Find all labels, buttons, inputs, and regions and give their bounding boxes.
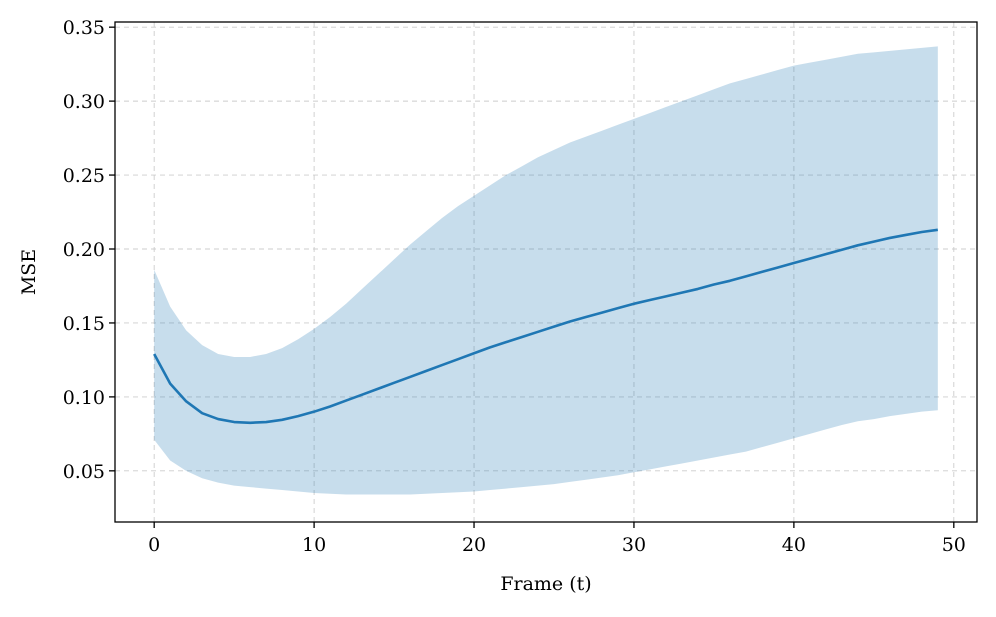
mean-line (153, 228, 938, 425)
x-tick-label-2: 20 (462, 534, 486, 556)
x-tick-label-1: 10 (302, 534, 326, 556)
x-tick-label-5: 50 (942, 534, 966, 556)
y-tick-label-4: 0.25 (63, 165, 105, 187)
grid (115, 22, 977, 522)
plot-frame (114, 21, 978, 523)
x-tick-label-3: 30 (622, 534, 646, 556)
y-tick-label-0: 0.05 (63, 461, 105, 483)
y-tick-label-6: 0.35 (63, 17, 105, 39)
y-tick-label-3: 0.20 (63, 239, 105, 261)
x-axis: 0 10 20 30 40 50 (148, 522, 966, 556)
x-tick-label-0: 0 (148, 534, 160, 556)
y-tick-label-1: 0.10 (63, 387, 105, 409)
x-tick-label-4: 40 (782, 534, 806, 556)
confidence-band (154, 46, 938, 495)
y-tick-label-2: 0.15 (63, 313, 105, 335)
y-axis-label: MSE (18, 249, 40, 295)
y-tick-label-5: 0.30 (63, 91, 105, 113)
x-axis-label: Frame (t) (500, 573, 591, 595)
y-axis: 0.05 0.10 0.15 0.20 0.25 0.30 0.35 (63, 17, 115, 483)
